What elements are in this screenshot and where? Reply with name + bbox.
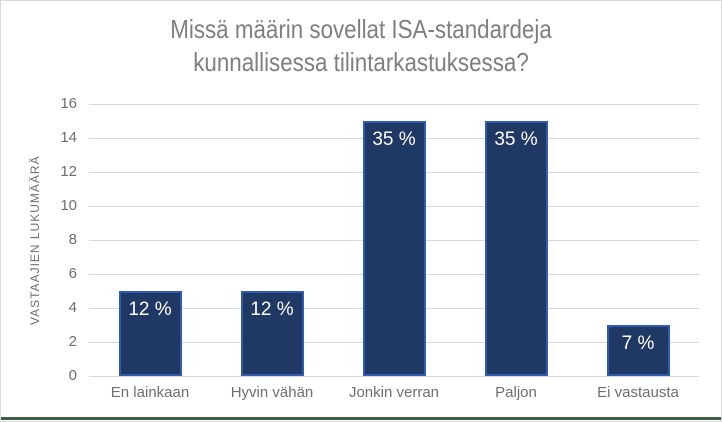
y-tick-label-2: 2 bbox=[68, 333, 77, 350]
x-category-label: Paljon bbox=[495, 384, 537, 401]
chart-title-line-1: Missä määrin sovellat ISA-standardeja bbox=[170, 14, 552, 44]
bar-data-label: 35 % bbox=[494, 129, 538, 150]
gridline-y-0 bbox=[89, 375, 699, 377]
chart-title-line-2: kunnallisessa tilintarkastuksessa? bbox=[193, 47, 529, 77]
y-tick-label-12: 12 bbox=[60, 163, 77, 180]
bar-data-label: 35 % bbox=[372, 129, 416, 150]
x-category-label: Hyvin vähän bbox=[230, 384, 314, 401]
x-category-label: Jonkin verran bbox=[348, 384, 440, 401]
x-category-label: En lainkaan bbox=[110, 384, 190, 401]
y-tick-label-10: 10 bbox=[60, 197, 77, 214]
bar-Jonkin verran: 35 % bbox=[362, 121, 426, 376]
bar-Ei vastausta: 7 % bbox=[606, 325, 670, 376]
x-category-label: Ei vastausta bbox=[597, 384, 679, 401]
y-tick-label-8: 8 bbox=[68, 231, 77, 248]
y-tick-label-0: 0 bbox=[68, 367, 77, 384]
y-tick-label-4: 4 bbox=[68, 299, 77, 316]
gridline-y-16 bbox=[89, 103, 699, 105]
chart-title: Missä määrin sovellat ISA-standardeja ku… bbox=[1, 13, 721, 79]
bar-data-label: 12 % bbox=[128, 299, 172, 320]
y-tick-label-6: 6 bbox=[68, 265, 77, 282]
bar-Paljon: 35 % bbox=[484, 121, 548, 376]
bar-data-label: 7 % bbox=[621, 333, 655, 354]
document-bottom-rule bbox=[1, 417, 721, 420]
bar-En lainkaan: 12 % bbox=[118, 291, 182, 376]
y-tick-label-14: 14 bbox=[60, 129, 77, 146]
bar-Hyvin vähän: 12 % bbox=[240, 291, 304, 376]
y-tick-label-16: 16 bbox=[60, 95, 77, 112]
plot-area: 0 2 4 6 8 10 12 14 16 12 % En lainkaan 12 % Hyvin vä… bbox=[60, 95, 699, 401]
bar-data-label: 12 % bbox=[250, 299, 294, 320]
